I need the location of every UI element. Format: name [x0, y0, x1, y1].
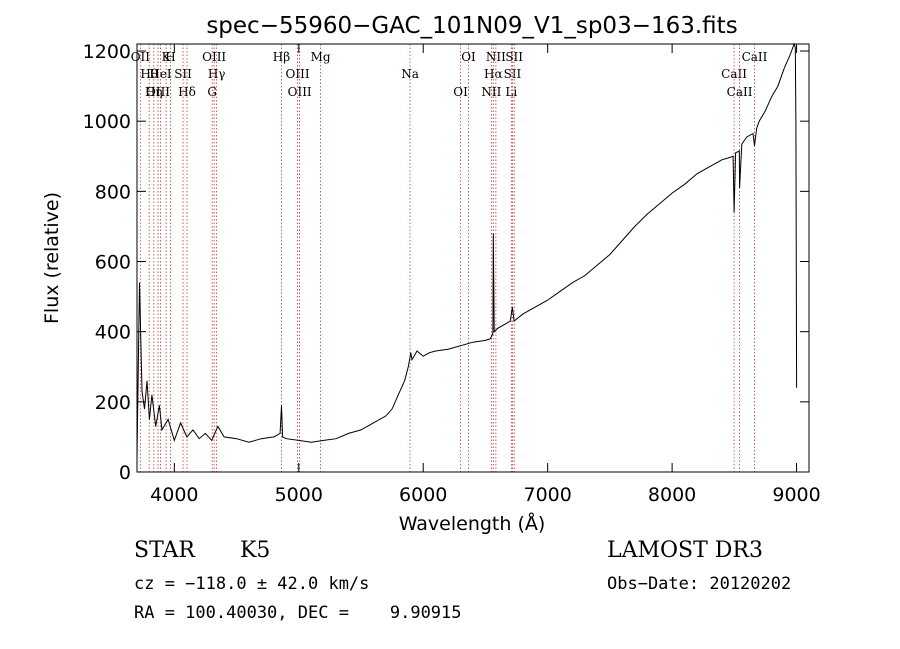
coordinates: RA = 100.40030, DEC = 9.90915 [134, 603, 462, 623]
spectral-line-label: HeI [149, 67, 172, 81]
spectral-line-label: OIII [288, 85, 312, 99]
spectral-line-label: Hβ [273, 50, 290, 64]
x-tick-label: 5000 [275, 484, 323, 506]
spectral-line-label: Hθ [140, 67, 158, 81]
spectral-line-label: SII [174, 67, 192, 81]
x-tick-label: 4000 [150, 484, 198, 506]
x-axis: 4000 5000 6000 7000 8000 9000 [150, 44, 821, 506]
spectral-line-label: OIII [286, 67, 310, 81]
y-tick-label: 400 [95, 322, 131, 344]
x-tick-label: 7000 [523, 484, 571, 506]
spectral-line-label: OIII [146, 85, 170, 99]
spectral-line-label: CaII [727, 85, 753, 99]
spectral-line-label: Hγ [208, 67, 226, 81]
y-tick-label: 200 [95, 392, 131, 414]
y-tick-label: 1200 [83, 41, 131, 63]
spectral-line-label: OI [461, 50, 476, 64]
x-tick-label: 6000 [399, 484, 447, 506]
spectral-line-label: Hδ [178, 85, 196, 99]
y-tick-label: 0 [119, 462, 131, 484]
chart-title: spec−55960−GAC_101N09_V1_sp03−163.fits [206, 13, 737, 39]
spectral-line-label: Hη [145, 85, 163, 99]
spectral-line-label: G [207, 85, 217, 99]
spectral-line-label: K [162, 50, 172, 64]
y-tick-label: 1000 [83, 111, 131, 133]
spectral-line-label: OI [453, 85, 468, 99]
spectral-lines: OIIHθOIIIKHeIHηHSIIHδOIIIHγGHβOIIIOIIIMg… [131, 44, 768, 472]
spectral-line-label: CaII [742, 50, 768, 64]
object-class: STAR [134, 538, 195, 563]
spectral-line-label: Li [505, 85, 517, 99]
plot-frame [136, 43, 810, 473]
spectral-line-label: SII [504, 67, 522, 81]
spectral-line-label: H [165, 50, 175, 64]
obs-date: Obs−Date: 20120202 [607, 574, 792, 594]
object-subclass: K5 [240, 538, 271, 563]
spectral-line-label: SII [505, 50, 523, 64]
redshift-cz: cz = −118.0 ± 42.0 km/s [134, 574, 370, 594]
spectral-line-label: OIII [202, 50, 226, 64]
y-tick-label: 600 [95, 252, 131, 274]
x-tick-label: 9000 [772, 484, 820, 506]
x-tick-label: 8000 [648, 484, 696, 506]
x-axis-label: Wavelength (Å) [399, 512, 546, 535]
y-axis-label: Flux (relative) [41, 192, 63, 324]
flux-series-line [136, 42, 798, 459]
spectral-line-label: Mg [311, 50, 331, 64]
spectral-line-label: NII [481, 85, 501, 99]
spectral-line-label: NII [486, 50, 506, 64]
y-tick-label: 800 [95, 181, 131, 203]
spectral-line-label: CaII [721, 67, 747, 81]
spectral-line-label: OII [131, 50, 151, 64]
survey-name: LAMOST DR3 [607, 538, 763, 563]
y-axis: 0 200 400 600 800 1000 1200 [83, 41, 809, 484]
spectral-line-label: Hα [484, 67, 503, 81]
spectral-line-label: Na [401, 67, 419, 81]
